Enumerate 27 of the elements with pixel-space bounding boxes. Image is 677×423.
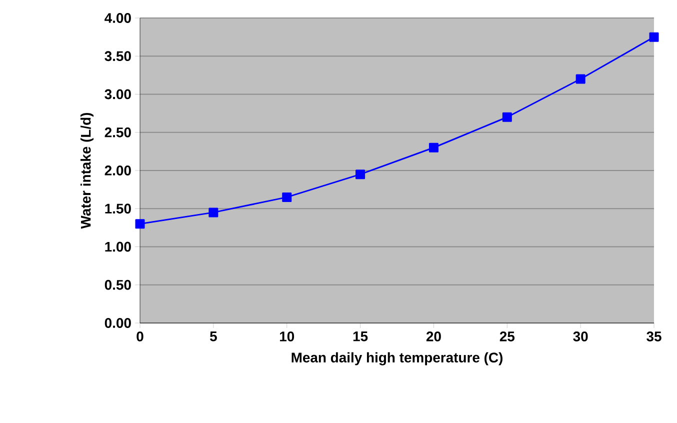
y-tick-label: 4.00	[104, 13, 131, 23]
x-tick-label: 20	[426, 332, 441, 342]
point	[208, 208, 218, 218]
point	[282, 192, 292, 202]
y-tick-label: 3.00	[104, 89, 131, 100]
x-tick-label: 35	[646, 332, 662, 342]
x-tick-label: 25	[500, 332, 515, 342]
y-tick-label: 0.00	[104, 318, 131, 328]
point	[356, 170, 366, 180]
y-tick-label: 1.00	[105, 242, 131, 252]
x-tick-label: 30	[573, 332, 588, 342]
x-tick-label: 0	[136, 332, 144, 342]
x-tick-label: 10	[280, 332, 294, 342]
y-tick-label: 3.50	[104, 51, 131, 62]
y-tick-label: 1.50	[105, 204, 131, 214]
x-tick-label: 5	[210, 332, 217, 342]
point	[576, 74, 586, 84]
y-tick-label: 2.50	[104, 127, 131, 138]
x-axis-title: Mean daily high temperature (C)	[292, 352, 502, 366]
y-tick-label: 2.00	[104, 166, 131, 176]
point	[428, 142, 438, 152]
x-tick-label: 15	[353, 332, 368, 342]
point	[502, 112, 512, 122]
y-tick-label: 0.50	[104, 280, 131, 290]
point	[135, 219, 145, 229]
point	[649, 32, 659, 42]
y-axis-title: Water intake (L/d)	[80, 112, 94, 229]
